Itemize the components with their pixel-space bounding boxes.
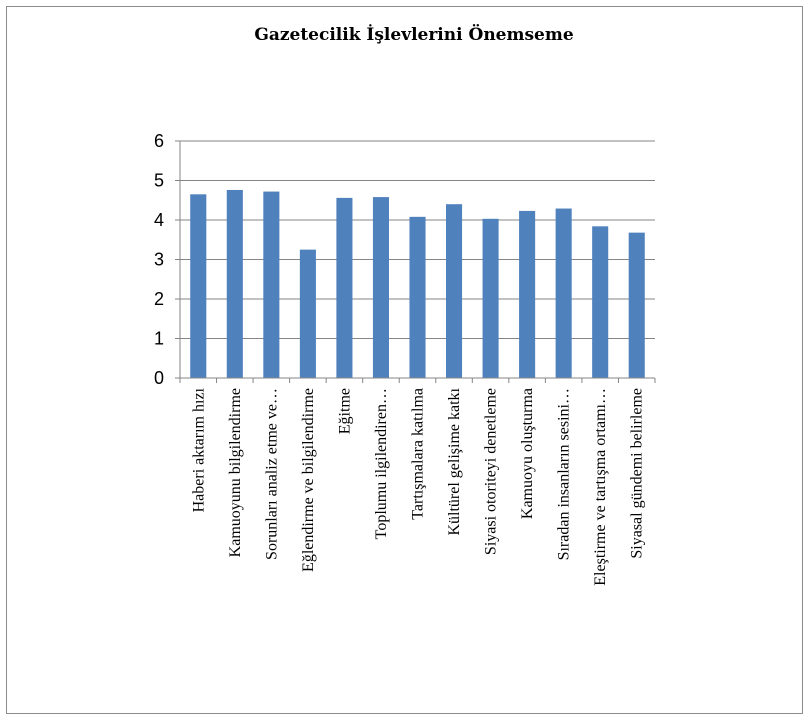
x-tick-label: Sorunları analiz etme ve…: [263, 388, 280, 560]
x-tick-label: Siyasal gündemi belirleme: [629, 388, 646, 559]
chart-title: Gazetecilik İşlevlerini Önemseme: [254, 24, 574, 45]
x-tick-label: Toplumu ilgilendiren…: [373, 388, 390, 539]
x-tick-label: Siyasi otoriteyi denetleme: [483, 388, 500, 555]
x-axis: Haberi aktarım hızı Kamuoyunu bilgilendir…: [179, 377, 656, 586]
y-tick-label: 1: [154, 329, 164, 349]
x-tick-label: Haberi aktarım hızı: [190, 387, 207, 512]
chart-frame: Gazetecilik İşlevlerini Önemseme 0 1 2 3 4 5 6…: [6, 6, 803, 714]
bars: [190, 189, 645, 378]
bar: [372, 197, 389, 378]
y-tick-label: 2: [154, 289, 164, 309]
x-tick-label: Kamuoyunu bilgilendirme: [227, 388, 244, 557]
x-tick-label: Tartışmalara katılma: [410, 388, 427, 520]
y-tick-label: 3: [154, 250, 164, 270]
bar: [190, 194, 207, 378]
bar: [299, 249, 316, 378]
x-tick-label: Eğitme: [336, 388, 353, 434]
bar: [482, 218, 499, 378]
bar: [519, 210, 536, 378]
x-tick-label: Eleştirme ve tartışma ortamı…: [592, 388, 609, 586]
y-tick-label: 4: [154, 210, 164, 230]
bar: [446, 204, 463, 378]
y-tick-label: 0: [154, 368, 164, 388]
y-axis: 0 1 2 3 4 5 6: [154, 131, 181, 388]
bar: [555, 208, 572, 378]
x-tick-label: Kültürel gelişime katkı: [446, 387, 463, 535]
x-tick-label: Kamuoyu oluşturma: [519, 388, 536, 519]
y-tick-label: 5: [154, 171, 164, 191]
x-tick-label: Eğlendirme ve bilgilendirme: [300, 388, 317, 572]
bar: [226, 189, 243, 378]
bar: [409, 216, 426, 378]
y-tick-label: 6: [154, 131, 164, 151]
bar: [628, 232, 645, 378]
bar-chart: Gazetecilik İşlevlerini Önemseme 0 1 2 3 4 5 6…: [154, 24, 656, 586]
x-tick-label: Sıradan insanların sesini…: [556, 388, 573, 560]
bar: [336, 197, 353, 378]
bar: [263, 191, 280, 378]
bar: [592, 226, 609, 378]
